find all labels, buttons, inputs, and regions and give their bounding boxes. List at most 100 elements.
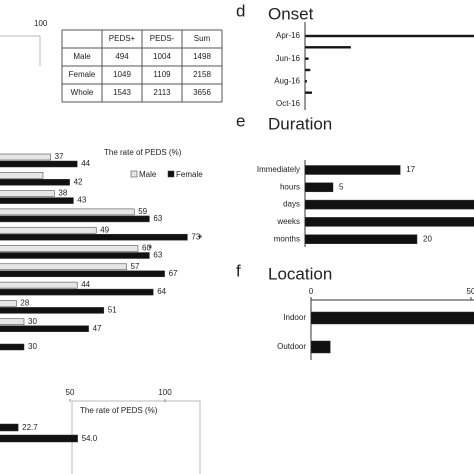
table-cell: 3656 [193, 88, 211, 97]
panel-label: f [236, 261, 241, 280]
table-cell: 2113 [153, 88, 171, 97]
bar [0, 423, 19, 432]
table-cell: 2158 [193, 70, 211, 79]
y-tick-label: Indoor [283, 313, 306, 322]
y-tick-label: Immediately [257, 165, 300, 174]
value-label: 67 [169, 269, 178, 278]
bar [0, 179, 70, 186]
bar [0, 281, 78, 289]
legend-swatch [130, 170, 138, 178]
bar [0, 245, 139, 252]
legend-label: Female [176, 170, 203, 179]
bar [0, 252, 150, 259]
bar [304, 234, 418, 244]
panel-title: Onset [268, 4, 314, 23]
table-cell: Whole [71, 88, 94, 97]
bar [0, 233, 188, 241]
bar [0, 434, 78, 443]
table-cell: 1109 [153, 70, 171, 79]
value-label: 44 [81, 159, 90, 168]
bar [304, 91, 313, 94]
value-label: 22.7 [22, 423, 38, 432]
value-label: 5 [339, 182, 344, 191]
x-tick-label: 50 [467, 287, 474, 296]
value-label: 20 [423, 234, 432, 243]
bar [0, 190, 55, 197]
bar [0, 270, 165, 278]
x-tick-label: 0 [309, 287, 314, 296]
table-cell: 1498 [193, 52, 211, 61]
value-label: 49 [100, 225, 109, 234]
value-label: 63 [153, 251, 162, 260]
bar [304, 68, 311, 72]
value-label: 43 [77, 196, 86, 205]
table-header: PEDS+ [109, 34, 136, 43]
value-label: 30 [28, 317, 37, 326]
bar [0, 288, 154, 296]
value-label: 44 [81, 280, 90, 289]
bar [304, 80, 307, 83]
bar [0, 343, 25, 351]
value-label: Apr-16 [276, 31, 301, 40]
bar [304, 165, 401, 175]
bar [0, 215, 150, 223]
y-tick-label: days [283, 200, 300, 209]
table-header: PEDS- [150, 34, 175, 43]
y-tick-label: months [274, 234, 300, 243]
bar [310, 340, 331, 354]
value-label: 51 [108, 306, 117, 315]
table-cell: 1049 [113, 70, 131, 79]
bar [304, 182, 334, 193]
y-tick-label: Outdoor [277, 342, 306, 351]
panel-title: Location [268, 264, 332, 283]
bar [0, 197, 74, 204]
annotation: * [148, 243, 153, 255]
bar [310, 311, 474, 325]
bar [0, 325, 89, 332]
panel-title: Duration [268, 114, 332, 133]
bar [304, 34, 474, 38]
x-tick-label: 100 [158, 388, 172, 397]
legend-swatch [167, 170, 175, 178]
bar [0, 172, 44, 179]
bar [0, 307, 105, 314]
bar [0, 226, 97, 234]
value-label: 47 [93, 324, 102, 333]
table-cell: 1543 [113, 88, 131, 97]
bar [0, 318, 25, 325]
bar [304, 217, 474, 227]
panel-label: d [236, 1, 245, 20]
value-label: 54.0 [82, 434, 98, 443]
bar [0, 153, 51, 161]
bar [0, 208, 135, 216]
value-label: 60 [142, 244, 151, 253]
bar [0, 160, 78, 168]
bar [304, 199, 474, 210]
bar [304, 57, 309, 60]
value-label: 17 [406, 165, 415, 174]
value-label: 73 [191, 232, 200, 241]
value-label: 42 [74, 177, 83, 186]
table-cell: Female [69, 70, 96, 79]
value-label: 28 [20, 299, 29, 308]
value-label: 59 [138, 207, 147, 216]
y-tick-label: hours [280, 182, 300, 191]
value-label: Aug-16 [274, 76, 300, 85]
corner-label: 100 [34, 19, 48, 28]
value-label: Oct-16 [276, 99, 301, 108]
table-header: Sum [194, 34, 211, 43]
table-cell: Male [73, 52, 91, 61]
value-label: 30 [28, 342, 37, 351]
annotation: * [198, 233, 203, 245]
legend-label: Male [139, 170, 157, 179]
legend-title: The rate of PEDS (%) [80, 406, 158, 415]
value-label: 64 [157, 287, 166, 296]
value-label: 57 [131, 262, 140, 271]
bar [304, 46, 351, 49]
bar [0, 263, 127, 271]
table-cell: 1004 [153, 52, 171, 61]
value-label: Jun-16 [276, 54, 301, 63]
panel-label: e [236, 111, 245, 130]
value-label: 37 [55, 152, 64, 161]
